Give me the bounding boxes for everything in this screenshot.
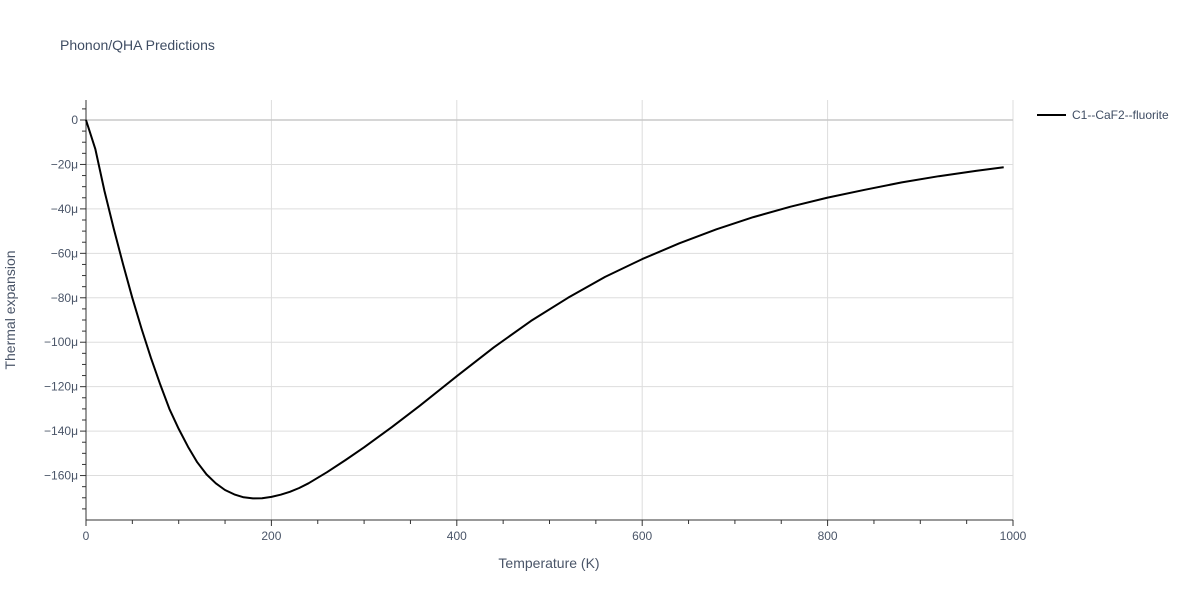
y-tick-label: −40μ — [51, 202, 78, 216]
x-tick-label: 200 — [261, 529, 281, 543]
y-axis-title: Thermal expansion — [2, 250, 18, 369]
series-line — [85, 119, 1004, 500]
x-tick-label: 0 — [83, 529, 90, 543]
x-tick-label: 400 — [447, 529, 467, 543]
y-tick-label: −160μ — [44, 469, 78, 483]
x-axis-title: Temperature (K) — [498, 555, 599, 571]
axes: 0 200 400 600 800 1000 0 −20μ −40μ −60μ −80μ −100μ −… — [44, 100, 1027, 543]
chart-title: Phonon/QHA Predictions — [60, 37, 215, 53]
y-tick-label: −140μ — [44, 424, 78, 438]
legend[interactable]: C1--CaF2--fluorite — [1037, 108, 1169, 122]
x-tick-label: 800 — [818, 529, 838, 543]
grid — [86, 100, 1014, 520]
legend-label[interactable]: C1--CaF2--fluorite — [1072, 108, 1169, 122]
y-tick-label: −100μ — [44, 335, 78, 349]
y-tick-label: −120μ — [44, 380, 78, 394]
x-tick-label: 1000 — [1000, 529, 1027, 543]
y-tick-label: −20μ — [51, 157, 78, 171]
series-layer — [85, 119, 1004, 500]
y-tick-label: −60μ — [51, 246, 78, 260]
y-tick-label: −80μ — [51, 291, 78, 305]
x-tick-label: 600 — [632, 529, 652, 543]
y-tick-label: 0 — [71, 113, 78, 127]
